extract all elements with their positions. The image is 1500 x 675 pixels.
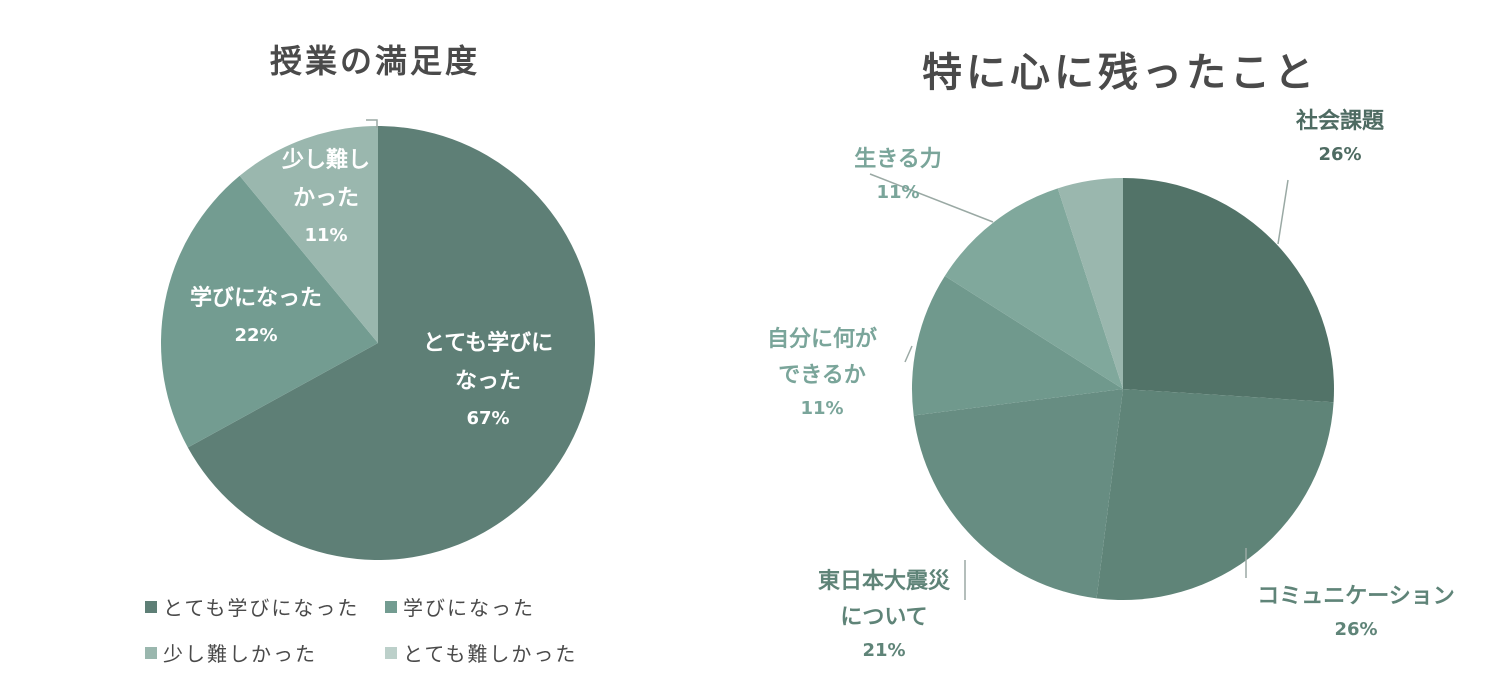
data-label-life-skills-percent: 11% [876, 182, 919, 203]
legend-item-very-learned: とても学びになった [145, 592, 359, 621]
legend-swatch-very-learned [145, 600, 157, 613]
legend-swatch-bit-difficult [145, 646, 157, 659]
legend-label-learned: 学びになった [403, 596, 535, 620]
data-label-very-learned-line-0: とても学びに [423, 330, 553, 356]
data-label-what-can-i-do-line-0: 自分に何が [767, 326, 877, 352]
pie-slice-other [1057, 178, 1123, 389]
chart-title-satisfaction: 授業の満足度 [269, 42, 480, 80]
data-label-bit-difficult-line-1: かった [293, 186, 359, 211]
data-label-what-can-i-do-line-1: できるか [778, 363, 866, 388]
data-label-earthquake-line-0: 東日本大震災 [818, 569, 951, 594]
data-label-what-can-i-do-percent: 11% [800, 398, 843, 419]
leader-line-social-issues [1277, 179, 1289, 245]
leader-line-life-skills [869, 173, 994, 223]
data-label-learned-line-0: 学びになった [190, 285, 322, 311]
pie-slice-learned [161, 175, 378, 448]
data-label-learned-percent: 22% [234, 325, 277, 346]
data-label-bit-difficult-percent: 11% [304, 225, 347, 246]
leader-line-what-can-i-do [904, 345, 913, 363]
pie-satisfaction: とても学びになった 67% 学びになった 22% 少し難しかった 11% [161, 119, 595, 560]
data-label-social-issues-percent: 26% [1318, 144, 1361, 165]
data-label-communication-line-0: コミュニケーション [1257, 584, 1455, 609]
pie-slice-communication [1096, 389, 1334, 600]
data-label-communication-percent: 26% [1334, 619, 1377, 640]
data-label-life-skills-line-0: 生きる力 [854, 147, 942, 172]
data-label-very-learned-percent: 67% [466, 408, 509, 429]
data-label-earthquake-percent: 21% [862, 640, 905, 661]
legend-label-very-difficult: とても難しかった [403, 642, 578, 666]
data-label-bit-difficult-line-0: 少し難し [281, 147, 370, 173]
legend-item-learned: 学びになった [385, 592, 535, 621]
chart-title-memorable: 特に心に残ったこと [922, 50, 1318, 96]
pie-slice-bit-difficult [239, 126, 378, 343]
leader-line-very-difficult [366, 119, 378, 128]
data-label-very-learned-line-1: なった [455, 369, 521, 394]
legend-swatch-very-difficult [385, 646, 397, 659]
legend-item-bit-difficult: 少し難しかった [145, 638, 317, 667]
data-label-earthquake-line-1: について [840, 605, 927, 630]
legend-label-bit-difficult: 少し難しかった [163, 642, 317, 666]
pie-slice-life-skills [944, 188, 1123, 389]
data-label-social-issues-line-0: 社会課題 [1296, 108, 1385, 134]
pie-slice-very-learned [187, 126, 595, 560]
legend-label-very-learned: とても学びになった [163, 596, 360, 620]
legend-item-very-difficult: とても難しかった [385, 638, 577, 667]
legend-swatch-learned [385, 600, 397, 613]
pie-slice-what-can-i-do [912, 275, 1123, 416]
pie-slice-earthquake [913, 389, 1123, 599]
pie-slice-social-issues [1123, 178, 1334, 403]
